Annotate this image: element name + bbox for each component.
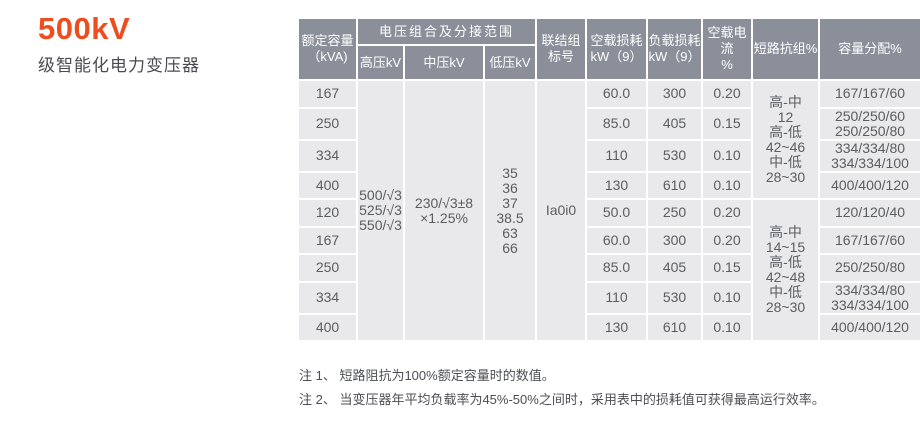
header-short-circuit-impedance: 短路抗组%	[751, 17, 820, 81]
table-row: 334 110 530 0.10 334/334/80 334/334/100	[297, 280, 920, 315]
load-loss-cell: 530	[646, 280, 703, 315]
header-voltage-group: 电压组合及分接范围	[356, 17, 537, 46]
table-row: 167 500/√3 525/√3 550/√3 230/√3±8 ×1.25%…	[297, 79, 920, 342]
no-load-current-cell: 0.20	[701, 198, 753, 228]
header-no-load-current: 空载电流 %	[701, 17, 753, 81]
header-connection-symbol: 联结组 标号	[535, 17, 587, 81]
no-load-loss-cell: 110	[585, 280, 648, 315]
no-load-loss-cell: 85.0	[585, 253, 648, 283]
no-load-current-cell: 0.10	[701, 170, 753, 200]
load-loss-cell: 300	[646, 79, 703, 109]
no-load-current-cell: 0.15	[701, 106, 753, 141]
table-body: 167 500/√3 525/√3 550/√3 230/√3±8 ×1.25%…	[297, 79, 920, 342]
header-rated-capacity: 额定容量 （kVA)	[297, 17, 358, 81]
impedance-group-cell: 高-中 14~15 高-低 42~48 中-低 28~30	[751, 198, 820, 342]
header-hv: 高压kV	[356, 44, 405, 81]
page-subtitle: 级智能化电力变压器	[38, 56, 200, 75]
no-load-loss-cell: 60.0	[585, 225, 648, 255]
no-load-current-cell: 0.10	[701, 280, 753, 315]
no-load-current-cell: 0.10	[701, 312, 753, 342]
no-load-current-cell: 0.10	[701, 138, 753, 173]
rated-capacity-cell: 120	[297, 198, 358, 228]
table-row: 400 130 610 0.10 400/400/120	[297, 312, 920, 342]
transformer-spec-table: 额定容量 （kVA) 电压组合及分接范围 联结组 标号 空载损耗 kW（9） 负…	[297, 17, 920, 342]
rated-capacity-cell: 167	[297, 79, 358, 109]
rated-capacity-cell: 250	[297, 106, 358, 141]
no-load-loss-cell: 85.0	[585, 106, 648, 141]
table-row: 250 85.0 405 0.15 250/250/80	[297, 253, 920, 283]
no-load-current-cell: 0.20	[701, 79, 753, 109]
table-row: 400 130 610 0.10 400/400/120	[297, 170, 920, 200]
load-loss-cell: 405	[646, 253, 703, 283]
capacity-dist-cell: 334/334/80 334/334/100	[818, 138, 920, 173]
header-load-loss: 负载损耗 kW（9）	[646, 17, 703, 81]
page-title: 500kV	[38, 11, 131, 46]
rated-capacity-cell: 400	[297, 170, 358, 200]
load-loss-cell: 530	[646, 138, 703, 173]
header-no-load-loss: 空载损耗 kW（9）	[585, 17, 648, 81]
rated-capacity-cell: 167	[297, 225, 358, 255]
header-capacity-distribution: 容量分配%	[818, 17, 920, 81]
load-loss-cell: 405	[646, 106, 703, 141]
hv-voltage-cell: 500/√3 525/√3 550/√3	[356, 79, 405, 342]
load-loss-cell: 250	[646, 198, 703, 228]
capacity-dist-cell: 400/400/120	[818, 312, 920, 342]
capacity-dist-cell: 167/167/60	[818, 79, 920, 109]
table-row: 120 50.0 250 0.20 高-中 14~15 高-低 42~48 中-…	[297, 198, 920, 342]
table-row: 334 110 530 0.10 334/334/80 334/334/100	[297, 138, 920, 173]
no-load-current-cell: 0.20	[701, 225, 753, 255]
rated-capacity-cell: 250	[297, 253, 358, 283]
footnote-2: 注 2、 当变压器年平均负载率为45%-50%之间时，采用表中的损耗值可获得最高…	[299, 392, 825, 407]
capacity-dist-cell: 334/334/80 334/334/100	[818, 280, 920, 315]
footnotes: 注 1、 短路阻抗为100%额定容量时的数值。 注 2、 当变压器年平均负载率为…	[299, 364, 825, 412]
no-load-loss-cell: 50.0	[585, 198, 648, 228]
impedance-group-cell: 高-中 12 高-低 42~46 中-低 28~30	[751, 79, 820, 200]
no-load-loss-cell: 130	[585, 312, 648, 342]
no-load-loss-cell: 130	[585, 170, 648, 200]
capacity-dist-cell: 250/250/60 250/250/80	[818, 106, 920, 141]
title-block: 500kV 级智能化电力变压器	[38, 12, 200, 77]
rated-capacity-cell: 334	[297, 280, 358, 315]
no-load-current-cell: 0.15	[701, 253, 753, 283]
no-load-loss-cell: 110	[585, 138, 648, 173]
capacity-dist-cell: 167/167/60	[818, 225, 920, 255]
load-loss-cell: 610	[646, 170, 703, 200]
capacity-dist-cell: 400/400/120	[818, 170, 920, 200]
rated-capacity-cell: 400	[297, 312, 358, 342]
load-loss-cell: 300	[646, 225, 703, 255]
lv-voltage-cell: 35 36 37 38.5 63 66	[483, 79, 537, 342]
table-row: 250 85.0 405 0.15 250/250/60 250/250/80	[297, 106, 920, 141]
header-mv: 中压kV	[403, 44, 485, 81]
header-lv: 低压kV	[483, 44, 537, 81]
no-load-loss-cell: 60.0	[585, 79, 648, 109]
capacity-dist-cell: 250/250/80	[818, 253, 920, 283]
connection-symbol-cell: Ia0i0	[535, 79, 587, 342]
mv-voltage-cell: 230/√3±8 ×1.25%	[403, 79, 485, 342]
load-loss-cell: 610	[646, 312, 703, 342]
table-header: 额定容量 （kVA) 电压组合及分接范围 联结组 标号 空载损耗 kW（9） 负…	[297, 17, 920, 81]
footnote-1: 注 1、 短路阻抗为100%额定容量时的数值。	[299, 368, 555, 383]
capacity-dist-cell: 120/120/40	[818, 198, 920, 228]
rated-capacity-cell: 334	[297, 138, 358, 173]
